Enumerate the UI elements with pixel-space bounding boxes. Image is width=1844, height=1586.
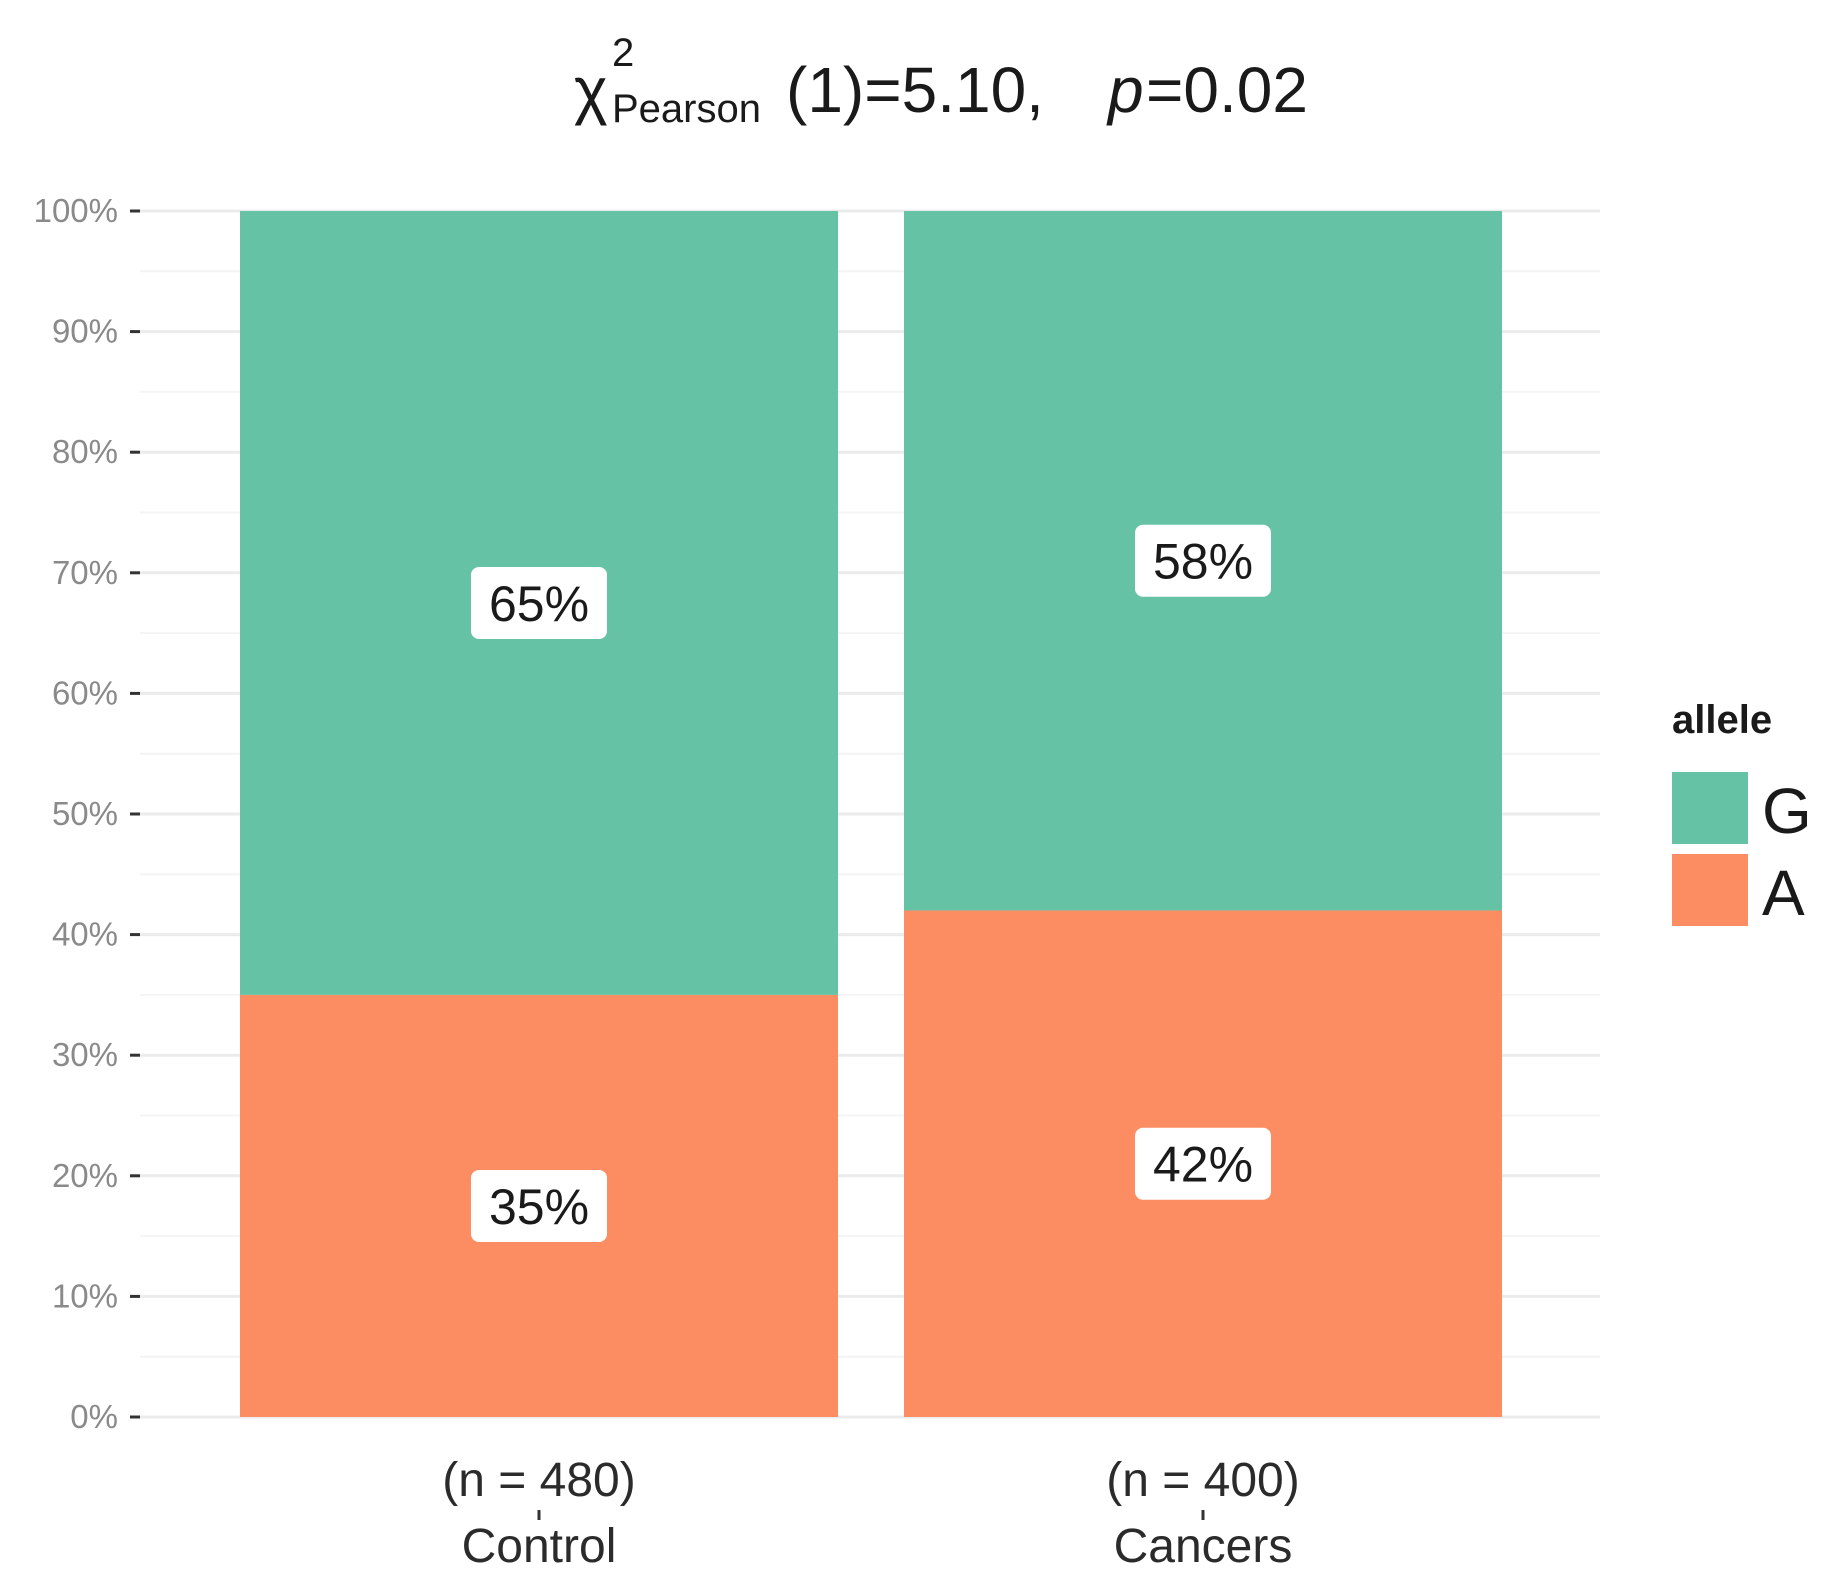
data-label-control-g: 65%: [489, 576, 589, 632]
legend-swatch-a: [1672, 854, 1748, 926]
y-tick-label-8: 80%: [52, 433, 118, 470]
y-tick-label-3: 30%: [52, 1036, 118, 1073]
x-count-label-control: (n = 480): [442, 1454, 635, 1507]
x-count-label-cancers: (n = 400): [1106, 1454, 1299, 1507]
y-tick-label-0: 0%: [70, 1398, 118, 1435]
title-p-value: =0.02: [1146, 54, 1308, 126]
title-superscript: 2: [612, 31, 634, 75]
x-category-label-control: Control: [462, 1520, 617, 1573]
data-label-box-cancers-a: [1135, 1127, 1271, 1200]
y-tick-label-5: 50%: [52, 795, 118, 832]
data-label-cancers-a: 42%: [1153, 1137, 1253, 1193]
title-statistic: (1)=5.10,: [786, 54, 1044, 126]
legend-swatch-g: [1672, 772, 1748, 844]
y-tick-label-2: 20%: [52, 1157, 118, 1194]
x-axis: (n = 480) Control (n = 400) Cancers: [442, 1454, 1299, 1573]
x-category-label-cancers: Cancers: [1114, 1520, 1293, 1573]
data-label-control-a: 35%: [489, 1179, 589, 1235]
y-tick-label-9: 90%: [52, 313, 118, 350]
y-tick-label-7: 70%: [52, 554, 118, 591]
y-tick-label-10: 100%: [34, 192, 118, 229]
legend-label-g: G: [1762, 775, 1812, 847]
data-labels: 35% 65% 42% 58%: [471, 524, 1271, 1242]
data-label-box-cancers-g: [1135, 524, 1271, 597]
data-label-cancers-g: 58%: [1153, 534, 1253, 590]
y-axis: 0% 10% 20% 30% 40% 50% 60% 70% 80% 90% 100%: [34, 192, 140, 1435]
y-tick-label-4: 40%: [52, 916, 118, 953]
data-label-box-control-a: [471, 1169, 607, 1242]
data-label-box-control-g: [471, 566, 607, 639]
y-tick-label-6: 60%: [52, 674, 118, 711]
legend-title: allele: [1672, 698, 1772, 742]
title-subscript: Pearson: [612, 87, 761, 131]
title-p-symbol: p: [1106, 54, 1144, 126]
legend-label-a: A: [1762, 857, 1805, 929]
title-chi-symbol: χ: [574, 54, 608, 126]
chart-title: χ 2 Pearson (1)=5.10, p =0.02: [574, 31, 1308, 131]
y-tick-label-1: 10%: [52, 1277, 118, 1314]
legend: allele G A: [1672, 698, 1812, 929]
